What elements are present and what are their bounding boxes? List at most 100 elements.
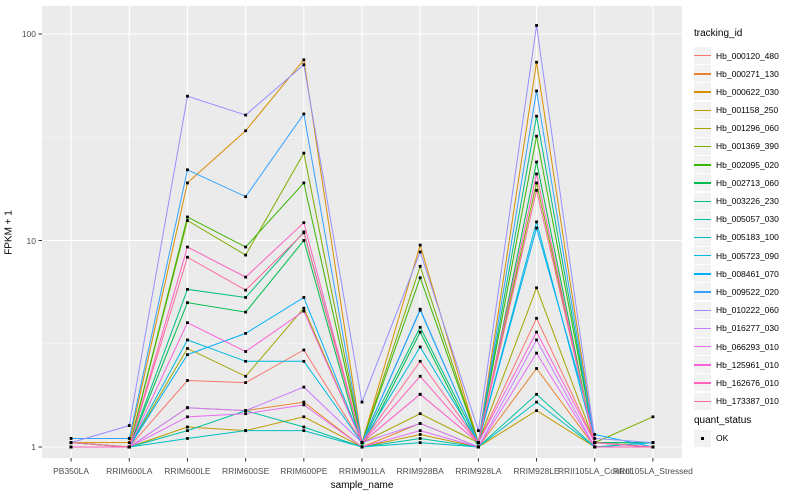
line-key-icon <box>694 392 711 410</box>
data-point <box>302 429 306 433</box>
x-tick-label: RRII105LA_Control <box>557 466 632 476</box>
data-point <box>418 307 422 311</box>
data-point <box>302 296 306 299</box>
data-point <box>186 94 189 98</box>
data-point <box>476 445 480 449</box>
data-point <box>418 345 422 349</box>
legend: tracking_id Hb_000120_480 Hb_000271_130 Hb… <box>694 28 798 448</box>
legend-title-quant-status: quant_status <box>694 414 752 426</box>
data-point <box>418 437 422 440</box>
data-point <box>535 60 538 64</box>
legend-entry-Hb_001296_060: Hb_001296_060 <box>694 119 798 137</box>
data-point <box>360 400 364 404</box>
legend-line-swatch <box>694 182 711 184</box>
black-square-point-icon <box>701 436 704 440</box>
data-point <box>302 403 306 407</box>
legend-entry-label: Hb_002713_060 <box>716 177 779 188</box>
legend-entry-Hb_125961_010: Hb_125961_010 <box>694 356 798 374</box>
legend-line-swatch <box>694 236 711 239</box>
data-point <box>186 415 189 419</box>
data-point <box>535 409 538 413</box>
legend-entry-label: Hb_010222_060 <box>716 305 779 316</box>
data-point <box>535 316 538 320</box>
data-point <box>244 381 248 385</box>
legend-entry-Hb_005057_030: Hb_005057_030 <box>694 210 798 228</box>
data-point <box>244 113 248 117</box>
data-point <box>186 429 189 433</box>
line-key-icon <box>694 137 711 155</box>
data-point <box>651 441 655 445</box>
data-point <box>244 374 248 378</box>
legend-entry-label: Hb_066293_010 <box>716 341 779 352</box>
point-key-icon <box>694 429 711 447</box>
data-point <box>535 286 538 290</box>
legend-entries: Hb_000120_480 Hb_000271_130 Hb_000622_030 H… <box>694 47 798 410</box>
data-point <box>476 441 480 445</box>
data-point <box>593 437 597 440</box>
data-point <box>302 359 306 363</box>
legend-entry-label: Hb_001369_390 <box>716 141 779 152</box>
legend-entry-Hb_000622_030: Hb_000622_030 <box>694 83 798 101</box>
legend-entry-Hb_162676_010: Hb_162676_010 <box>694 374 798 392</box>
data-point <box>244 253 248 257</box>
legend-entry-Hb_016277_030: Hb_016277_030 <box>694 319 798 337</box>
data-point <box>360 445 364 449</box>
legend-entry-label: Hb_016277_030 <box>716 323 779 334</box>
data-point <box>302 239 306 242</box>
data-point <box>186 168 189 172</box>
legend-line-swatch <box>694 291 711 293</box>
legend-entry-label: OK <box>716 433 729 444</box>
data-point <box>418 392 422 396</box>
data-point <box>535 220 538 224</box>
x-tick-label: RRII105LA_Stressed <box>612 466 693 476</box>
x-tick-label: RRIM928BA <box>396 466 444 476</box>
data-point <box>535 392 538 396</box>
legend-entry-Hb_001158_250: Hb_001158_250 <box>694 101 798 119</box>
data-point <box>302 63 306 67</box>
data-point <box>302 400 306 404</box>
legend-line-swatch <box>694 145 711 148</box>
data-point <box>302 181 306 185</box>
data-point <box>535 134 538 138</box>
data-point <box>69 437 73 440</box>
legend-line-swatch <box>694 255 711 257</box>
legend-entry-label: Hb_003226_230 <box>716 196 779 206</box>
data-point <box>535 226 538 230</box>
data-point <box>418 243 422 247</box>
data-point <box>69 445 73 449</box>
data-point <box>418 250 422 254</box>
x-tick-label: RRIM600LE <box>164 466 211 476</box>
legend-entry-label: Hb_009522_020 <box>716 286 779 297</box>
x-tick-label: RRIM928LE <box>513 466 560 476</box>
data-point <box>244 331 248 335</box>
data-point <box>244 350 248 353</box>
data-point <box>186 347 189 350</box>
data-point <box>418 422 422 425</box>
data-point <box>302 425 306 429</box>
data-point <box>186 215 189 219</box>
data-point <box>186 353 189 357</box>
legend-line-swatch <box>694 109 711 111</box>
data-point <box>186 245 189 249</box>
line-key-icon <box>694 247 711 265</box>
line-key-icon <box>694 301 711 319</box>
legend-line-swatch <box>694 218 711 221</box>
legend-line-swatch <box>694 400 711 402</box>
legend-entry-Hb_005183_100: Hb_005183_100 <box>694 228 798 246</box>
data-point <box>651 415 655 419</box>
line-key-icon <box>694 374 711 392</box>
legend-line-swatch <box>694 364 711 366</box>
data-point <box>302 348 306 352</box>
data-point <box>302 415 306 419</box>
legend-entry-Hb_002713_060: Hb_002713_060 <box>694 174 798 192</box>
data-point <box>418 325 422 329</box>
legend-line-swatch <box>694 327 711 330</box>
data-point <box>593 445 597 449</box>
legend-entry-Hb_173387_010: Hb_173387_010 <box>694 392 798 410</box>
x-tick-label: PB350LA <box>53 466 90 476</box>
line-key-icon <box>694 156 711 174</box>
line-key-icon <box>694 119 711 137</box>
legend-line-swatch <box>694 200 711 202</box>
